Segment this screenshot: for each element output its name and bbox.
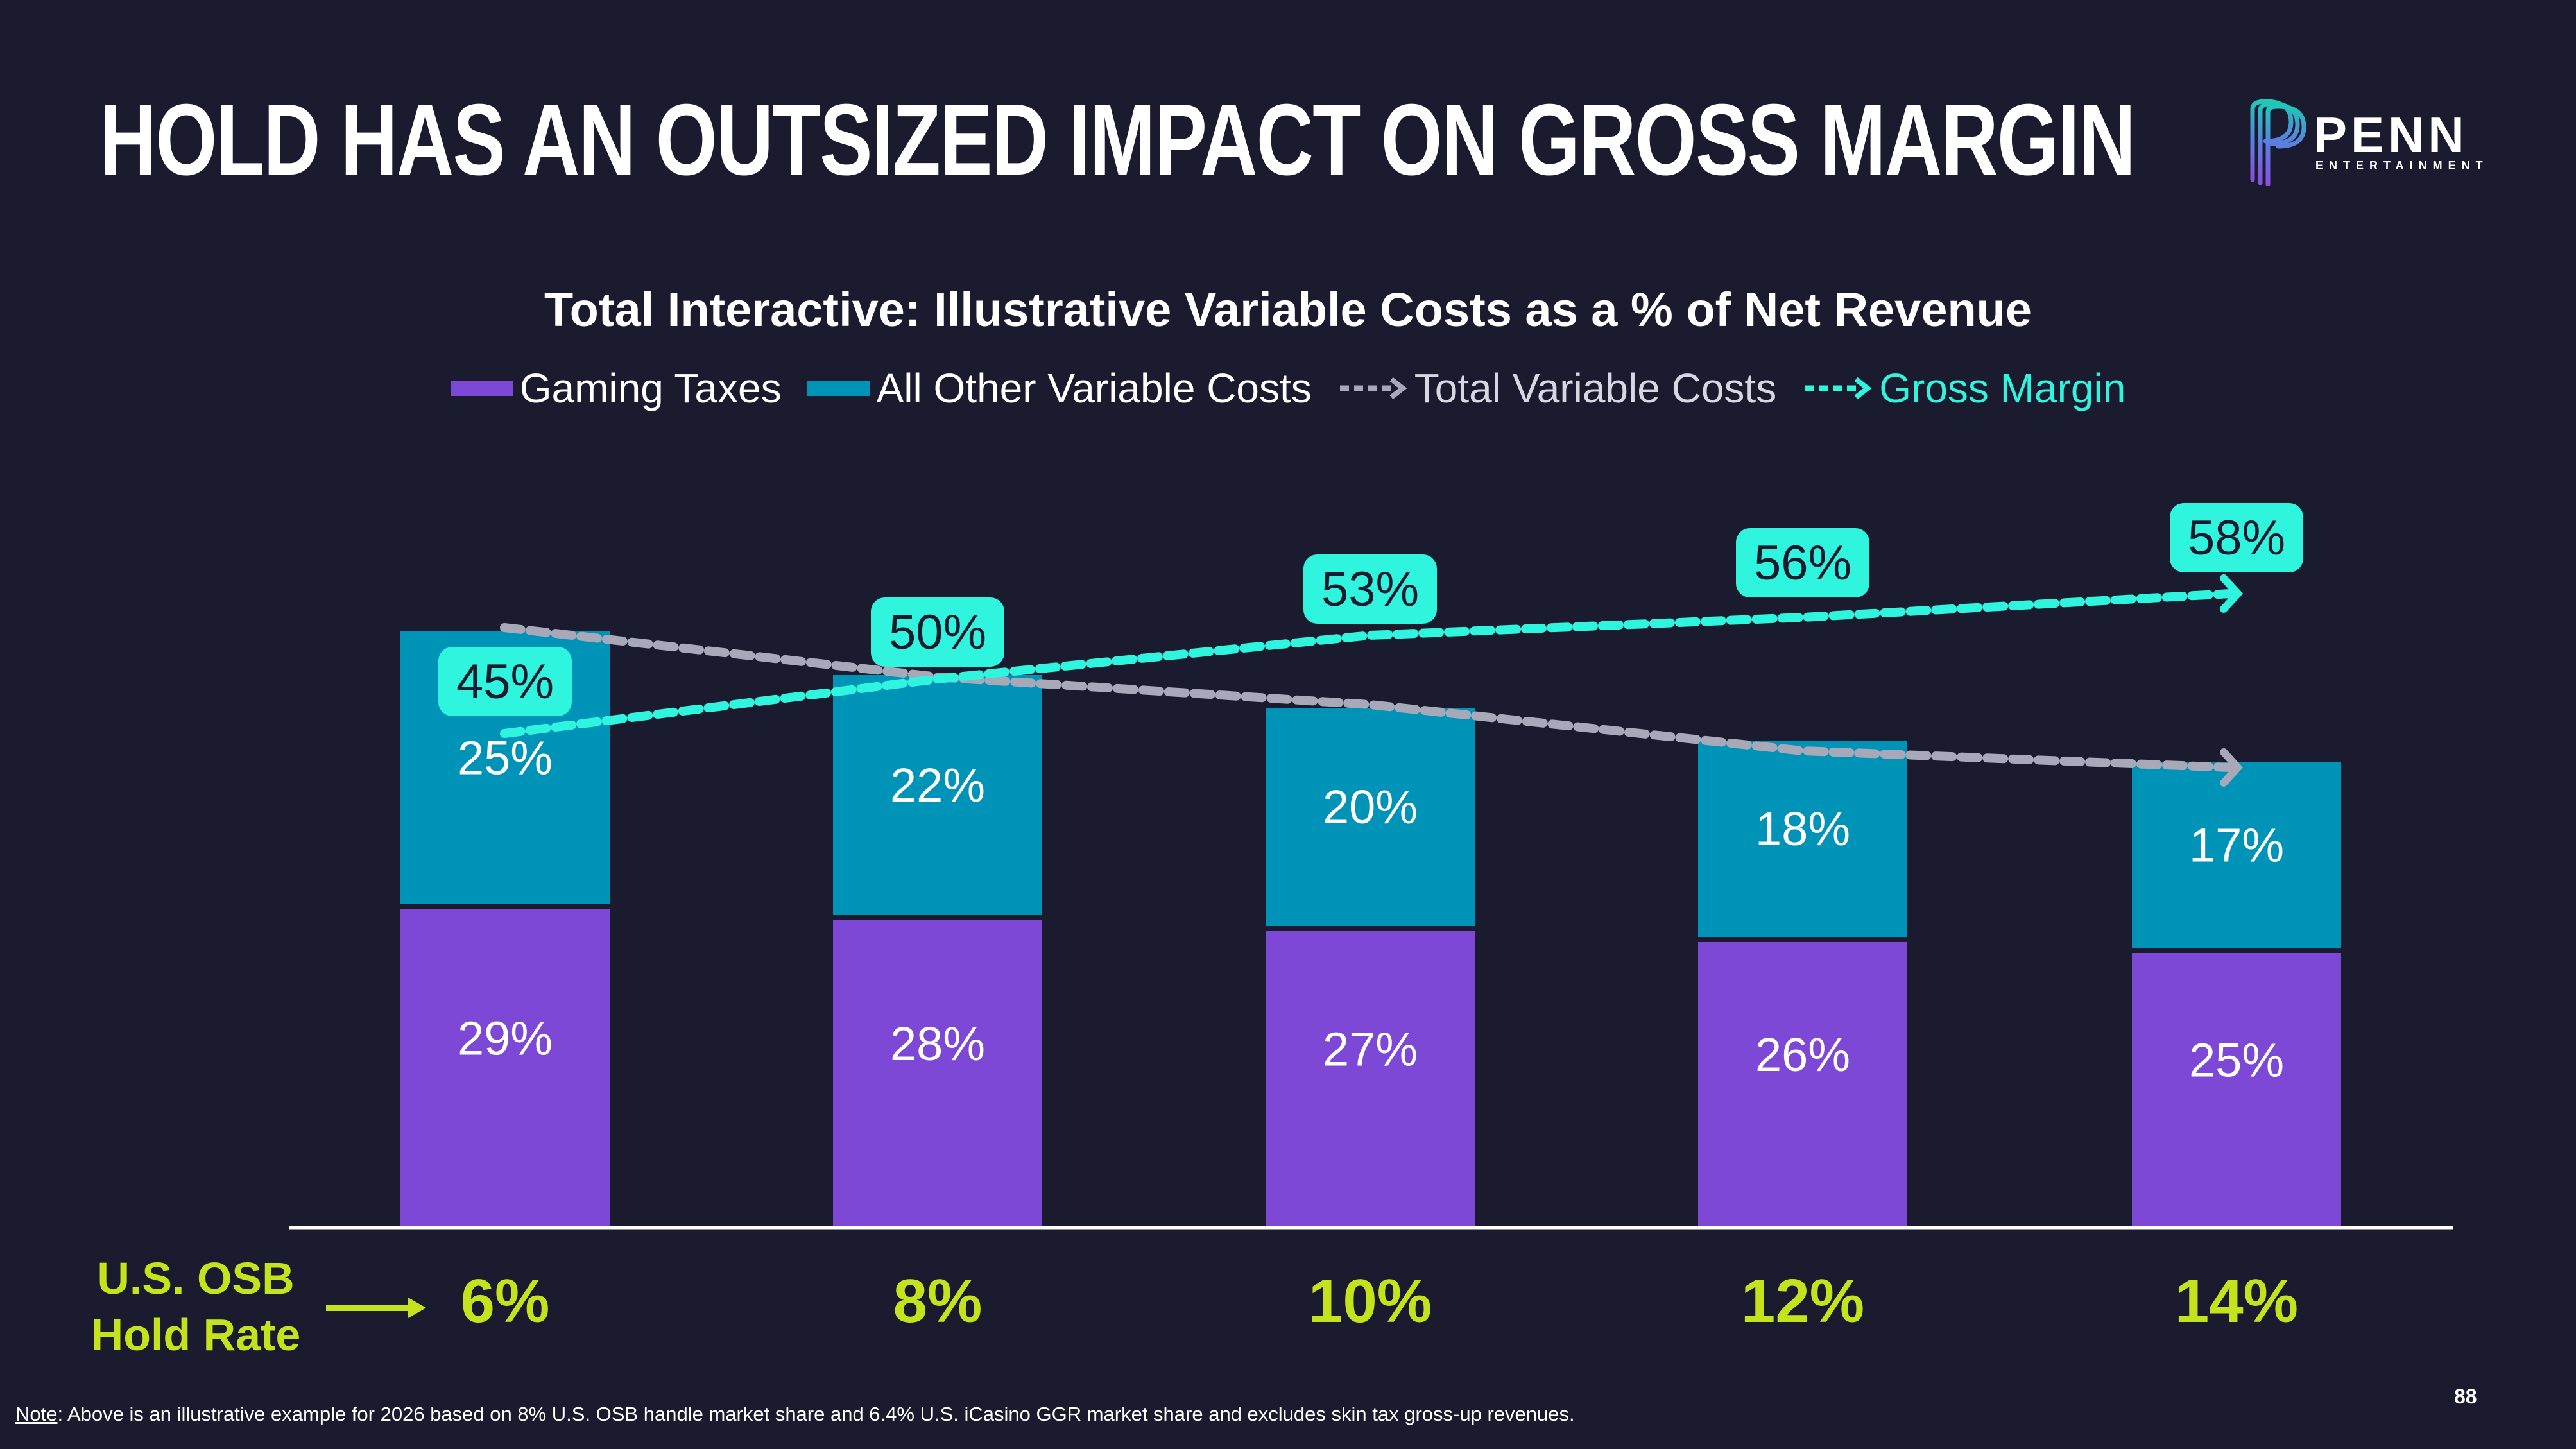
gross-margin-label: 53% <box>1321 562 1419 617</box>
slide-title: HOLD HAS AN OUTSIZED IMPACT ON GROSS MAR… <box>99 83 2136 196</box>
bar-label-other-costs: 22% <box>890 759 985 812</box>
bar-label-other-costs: 20% <box>1323 780 1418 834</box>
bar-gaming-taxes <box>1698 942 1907 1226</box>
hold-rate-tick-label: 14% <box>2175 1267 2298 1335</box>
bar-label-other-costs: 18% <box>1755 802 1850 855</box>
legend-label: Gross Margin <box>1879 365 2126 411</box>
bar-other-costs <box>2132 762 2341 948</box>
legend-swatch-other-costs <box>807 381 870 396</box>
gross-margin-callout <box>1736 528 1869 597</box>
hold-rate-tick-label: 6% <box>461 1267 550 1335</box>
gross-margin-line-arrowhead-icon <box>2220 574 2244 613</box>
bar-other-costs <box>1698 741 1907 937</box>
legend-label: All Other Variable Costs <box>876 365 1312 411</box>
gross-margin-label: 50% <box>889 605 986 660</box>
legend-label: Total Variable Costs <box>1414 365 1777 411</box>
gross-margin-callout <box>2170 503 2303 572</box>
hold-rate-tick-label: 10% <box>1309 1267 1432 1335</box>
bar-gaming-taxes <box>1266 931 1475 1226</box>
dashed-arrow-icon <box>1805 377 1872 400</box>
chart-legend: Gaming Taxes All Other Variable Costs To… <box>0 363 2576 414</box>
total-variable-costs-line-arrowhead-icon <box>2220 748 2244 787</box>
penn-logo: PENN ENTERTAINMENT <box>2246 96 2484 186</box>
bar-label-gaming-taxes: 26% <box>1755 1028 1850 1081</box>
gross-margin-label: 45% <box>456 655 554 709</box>
legend-item-gross-margin: Gross Margin <box>1802 363 2125 414</box>
legend-item-gaming-taxes: Gaming Taxes <box>450 363 782 414</box>
total-variable-costs-line <box>500 623 2235 772</box>
bar-other-costs <box>833 675 1042 915</box>
bar-label-other-costs: 25% <box>458 732 553 785</box>
gross-margin-label: 58% <box>2188 511 2285 565</box>
legend-label: Gaming Taxes <box>519 365 782 411</box>
note-label: Note <box>15 1403 58 1425</box>
hold-rate-tick-label: 8% <box>893 1267 983 1335</box>
gross-margin-callout <box>871 597 1004 667</box>
page-number: 88 <box>2454 1385 2477 1408</box>
hold-rate-axis-label: U.S. OSB Hold Rate <box>71 1250 321 1363</box>
logo-subtitle: ENTERTAINMENT <box>2315 159 2489 172</box>
gross-margin-callout <box>438 647 572 716</box>
bar-gaming-taxes <box>400 909 610 1226</box>
hold-rate-label-line1: U.S. OSB <box>97 1253 295 1303</box>
gross-margin-callout <box>1303 554 1437 624</box>
bar-gaming-taxes <box>833 920 1042 1226</box>
footnote: Note: Above is an illustrative example f… <box>15 1403 1575 1426</box>
legend-item-other-costs: All Other Variable Costs <box>807 363 1312 414</box>
bar-label-gaming-taxes: 27% <box>1323 1023 1418 1076</box>
chart-title: Total Interactive: Illustrative Variable… <box>544 283 2032 336</box>
legend-item-total-variable-costs: Total Variable Costs <box>1337 363 1776 414</box>
bar-label-gaming-taxes: 29% <box>458 1012 553 1065</box>
bar-label-gaming-taxes: 28% <box>890 1017 985 1070</box>
bar-label-gaming-taxes: 25% <box>2189 1034 2284 1087</box>
gross-margin-line <box>500 589 2235 738</box>
penn-p-logo-icon <box>2250 99 2306 186</box>
dashed-arrow-icon <box>1339 377 1407 400</box>
bar-other-costs <box>1266 708 1475 926</box>
logo-wordmark: PENN <box>2314 107 2468 163</box>
legend-swatch-gaming-taxes <box>450 381 513 396</box>
hold-rate-tick-label: 12% <box>1741 1267 1864 1335</box>
hold-rate-arrow-icon <box>408 1298 426 1318</box>
note-text: : Above is an illustrative example for 2… <box>57 1403 1575 1425</box>
gross-margin-label: 56% <box>1754 536 1851 590</box>
bar-label-other-costs: 17% <box>2189 819 2284 872</box>
hold-rate-label-line2: Hold Rate <box>90 1310 301 1360</box>
bar-gaming-taxes <box>2132 953 2341 1226</box>
